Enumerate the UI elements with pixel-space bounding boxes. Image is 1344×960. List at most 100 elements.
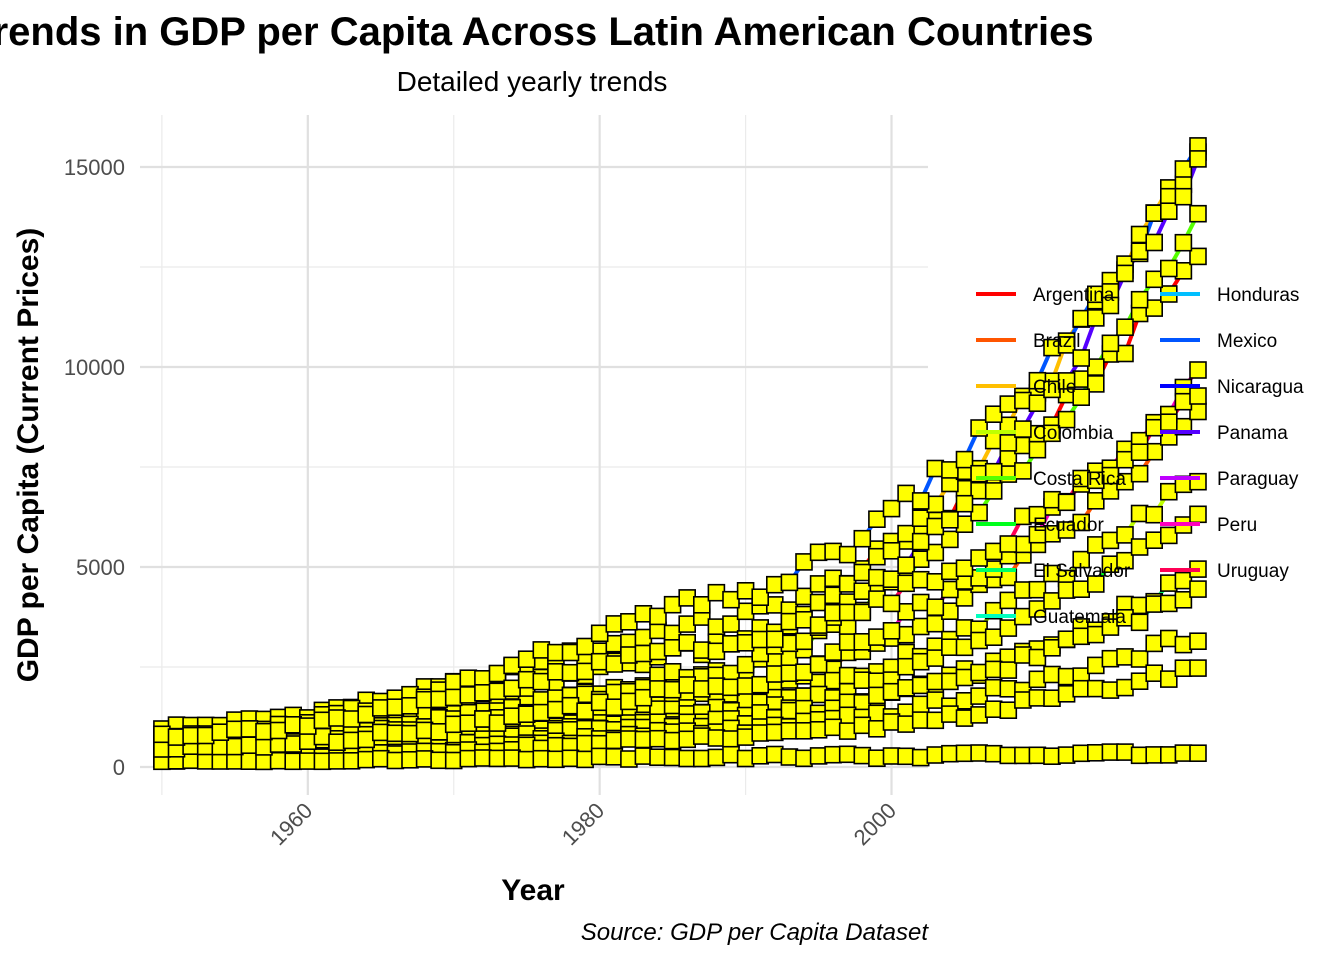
data-point [926,711,945,730]
data-point [838,545,857,564]
data-point [415,690,434,709]
y-tick-label: 0 [113,755,125,780]
data-point [707,583,726,602]
data-point [941,638,959,657]
data-point [1057,493,1076,512]
data-point [1014,646,1032,664]
data-point [269,751,288,770]
data-point [970,687,988,705]
data-point [897,715,915,733]
data-point [547,750,565,769]
data-point [1130,443,1149,462]
data-point [547,643,565,662]
data-point [1057,746,1076,764]
data-point [722,678,740,697]
data-point [1043,424,1061,443]
data-point [868,547,886,566]
data-point [1160,413,1178,432]
data-point [1130,538,1149,556]
data-point [663,638,682,657]
data-point [605,615,624,633]
data-point [824,671,842,690]
data-point [1014,420,1032,438]
data-point [1160,594,1178,613]
data-point [897,625,915,644]
data-point [795,553,813,571]
data-point [1116,344,1134,363]
data-point [226,720,244,739]
data-point [955,638,974,657]
data-point [605,731,624,750]
data-point [984,405,1003,424]
data-point [1130,504,1149,523]
data-point [503,749,521,767]
data-point [780,612,799,631]
data-point [474,683,492,702]
data-point [809,747,828,765]
data-point [736,581,755,600]
data-point [1014,607,1032,626]
data-point [911,509,930,528]
data-point [809,575,828,593]
data-point [1145,531,1163,550]
data-point [911,617,930,636]
data-point [999,701,1018,720]
data-point [590,693,609,712]
legend-item: Paraguay [1160,469,1299,490]
data-point [1043,689,1061,708]
data-point [371,723,390,742]
data-point [1116,678,1134,697]
x-axis-title: Year [501,874,565,907]
data-point [911,550,930,569]
legend: Argentina Brazil Chile Colombia Costa Rica Ec… [976,285,1304,628]
data-point [926,495,945,514]
data-point [532,749,551,768]
data-point [503,679,521,698]
chart-caption: Source: GDP per Capita Dataset [581,919,930,946]
legend-label: Brazil [1033,331,1081,352]
data-point [882,499,901,518]
data-point [1014,535,1032,554]
data-point [984,431,1003,450]
data-point [911,711,930,729]
chart-subtitle: Detailed yearly trends [397,66,668,97]
data-point [1174,744,1193,762]
data-point [532,703,551,722]
data-point [1072,580,1090,599]
data-point [780,573,799,592]
series-points [153,137,1207,771]
data-point [634,644,653,663]
data-point [941,602,959,621]
data-point [955,619,974,637]
data-point [999,619,1018,637]
data-point [751,675,770,694]
data-point [1174,261,1193,280]
data-point [809,720,828,739]
data-point [605,634,624,653]
legend-label: Ecuador [1033,515,1104,536]
data-point [459,686,478,704]
data-point [1174,659,1193,678]
data-point [809,616,828,634]
data-point [401,724,419,743]
data-point [1189,632,1207,651]
data-point [926,649,945,667]
data-point [1043,592,1061,610]
data-point [1116,526,1134,544]
data-point [1189,247,1207,266]
data-point [809,655,828,674]
data-point [984,700,1003,719]
data-point [1072,349,1090,367]
data-point [240,752,259,771]
data-point [1145,746,1163,764]
data-point [1014,691,1032,709]
data-point [751,630,770,649]
data-point [1116,318,1134,337]
data-point [313,727,332,746]
data-point [430,690,448,709]
data-point [488,749,507,768]
data-point [897,556,915,575]
data-point [1130,613,1149,632]
data-point [1028,394,1047,413]
